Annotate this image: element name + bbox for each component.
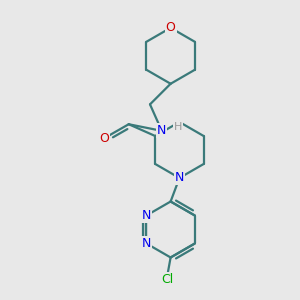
Text: H: H bbox=[174, 122, 182, 132]
Text: N: N bbox=[142, 209, 151, 222]
Text: Cl: Cl bbox=[161, 273, 174, 286]
Text: N: N bbox=[175, 172, 184, 184]
Text: O: O bbox=[166, 21, 176, 34]
Text: N: N bbox=[142, 237, 151, 250]
Text: O: O bbox=[99, 133, 109, 146]
Text: N: N bbox=[157, 124, 167, 137]
